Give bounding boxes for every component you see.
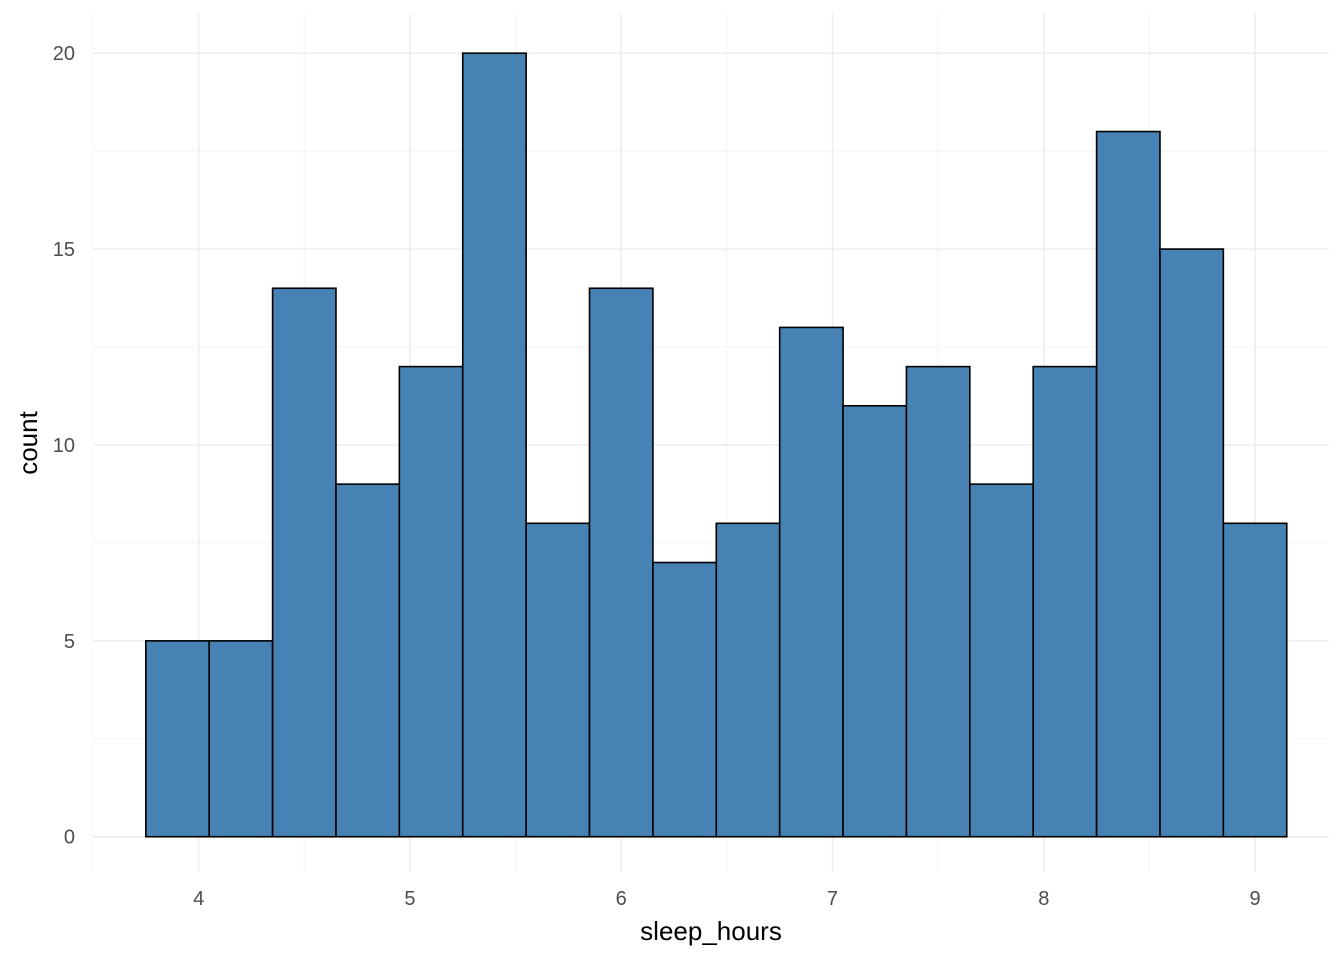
histogram-bar [208, 640, 274, 838]
histogram-bar [842, 404, 908, 838]
histogram-bar [715, 522, 781, 838]
y-tick-label: 10 [53, 435, 75, 457]
tick-labels-layer: 4 5 6 7 8 9 0 5 10 15 20 [53, 43, 1261, 910]
histogram-bar [652, 561, 718, 838]
histogram-bar [1222, 522, 1288, 838]
y-tick-label: 5 [64, 631, 75, 653]
bars-layer [145, 52, 1288, 838]
histogram-bar [969, 483, 1035, 838]
x-tick-label: 5 [404, 888, 415, 910]
x-tick-label: 4 [193, 888, 204, 910]
y-tick-label: 0 [64, 827, 75, 849]
histogram-bar [905, 365, 971, 838]
x-tick-label: 7 [827, 888, 838, 910]
histogram-bar [1032, 365, 1098, 838]
histogram-bar [1095, 130, 1161, 838]
x-tick-label: 8 [1038, 888, 1049, 910]
histogram-bar [145, 640, 211, 838]
y-axis-title: count [13, 410, 43, 474]
histogram-bar [335, 483, 401, 838]
histogram-bar [1159, 248, 1225, 838]
histogram-bar [461, 52, 527, 838]
histogram-bar [588, 287, 654, 838]
x-axis-title: sleep_hours [640, 916, 782, 946]
histogram-bar [778, 326, 844, 838]
y-tick-label: 20 [53, 43, 75, 65]
histogram-bar [271, 287, 337, 838]
histogram-bar [525, 522, 591, 838]
x-tick-label: 9 [1249, 888, 1260, 910]
y-tick-label: 15 [53, 239, 75, 261]
histogram-bar [398, 365, 464, 838]
x-tick-label: 6 [616, 888, 627, 910]
